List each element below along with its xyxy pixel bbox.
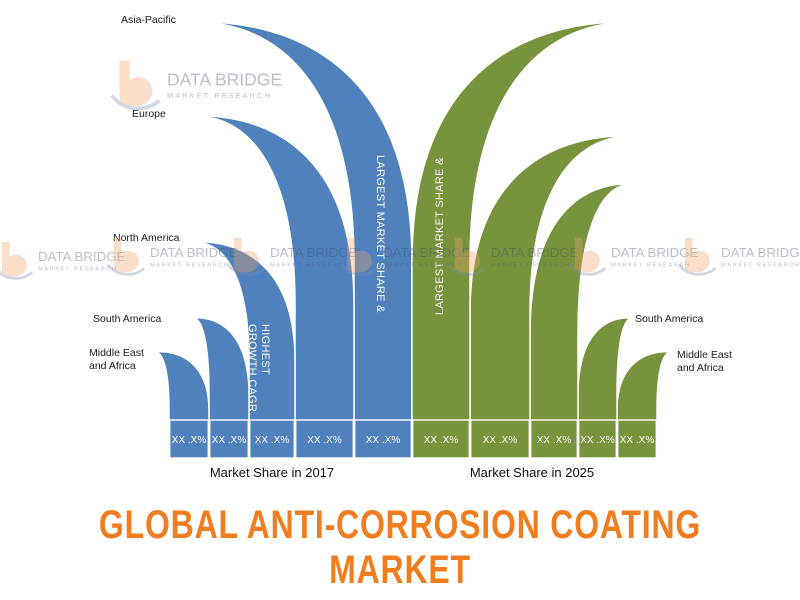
region-label-right-middle-east-and-africa: Middle East and Africa (677, 349, 732, 374)
annotation-2017-largest-share: LARGEST MARKET SHARE & (374, 155, 386, 313)
region-label-left-south-america: South America (93, 313, 161, 325)
leaf-2025-asia-pacific (411, 21, 633, 459)
value-label-2025-north-america: XX .X% (537, 435, 572, 446)
watermark-logo-6: DATA BRIDGE MARKET RESEARCH (448, 237, 579, 276)
svg-text:DATA BRIDGE: DATA BRIDGE (611, 245, 699, 260)
region-label-left-middle-east-and-africa: Middle East and Africa (89, 347, 144, 372)
leaf-2025-europe (469, 135, 633, 459)
annotation-2017-highest-growth: HIGHESTGROWTH CAGR (246, 324, 271, 412)
value-label-2025-europe: XX .X% (483, 435, 518, 446)
leaf-2017-asia-pacific (193, 21, 413, 459)
watermark-logo-3: DATA BRIDGE MARKET RESEARCH (107, 237, 238, 276)
value-label-2017-europe: XX .X% (307, 435, 342, 446)
region-label-right-south-america: South America (635, 313, 703, 325)
svg-text:DATA BRIDGE: DATA BRIDGE (150, 245, 238, 260)
svg-text:MARKET RESEARCH: MARKET RESEARCH (38, 266, 118, 272)
value-cell-2017-south-america (208, 419, 249, 459)
series-2025 (411, 21, 672, 459)
series-label-2017: Market Share in 2017 (210, 465, 334, 480)
value-label-2025-asia-pacific: XX .X% (424, 435, 459, 446)
svg-text:MARKET RESEARCH: MARKET RESEARCH (167, 91, 272, 100)
value-cell-2025-europe (470, 419, 531, 459)
value-cell-2025-south-america (578, 419, 618, 459)
svg-text:MARKET RESEARCH: MARKET RESEARCH (270, 262, 350, 268)
svg-text:DATA BRIDGE: DATA BRIDGE (270, 245, 358, 260)
region-label-left-north-america: North America (113, 232, 180, 244)
svg-text:DATA BRIDGE: DATA BRIDGE (491, 245, 579, 260)
region-label-left-asia-pacific: Asia-Pacific (121, 14, 176, 26)
svg-text:MARKET RESEARCH: MARKET RESEARCH (383, 262, 463, 268)
value-cell-2025-middle-east-and-africa (617, 419, 658, 459)
series-label-2025: Market Share in 2025 (470, 465, 594, 480)
svg-text:MARKET RESEARCH: MARKET RESEARCH (150, 262, 230, 268)
value-label-2025-south-america: XX .X% (580, 435, 615, 446)
svg-text:MARKET RESEARCH: MARKET RESEARCH (721, 262, 800, 268)
value-cell-2017-north-america (248, 419, 295, 459)
value-label-2017-south-america: XX .X% (212, 435, 247, 446)
value-label-2017-north-america: XX .X% (255, 435, 290, 446)
watermark-logo-2: DATA BRIDGE MARKET RESEARCH (0, 241, 126, 280)
value-cell-2025-north-america (530, 419, 579, 459)
annotation-2025-largest-share: LARGEST MARKET SHARE & (434, 157, 446, 315)
watermark-logo-8: DATA BRIDGE MARKET RESEARCH (678, 237, 800, 276)
value-label-2017-asia-pacific: XX .X% (366, 435, 401, 446)
svg-text:DATA BRIDGE: DATA BRIDGE (721, 245, 800, 260)
value-cell-2017-middle-east-and-africa (168, 419, 209, 459)
value-cell-2025-asia-pacific (412, 419, 471, 459)
watermark-logo-5: DATA BRIDGE MARKET RESEARCH (340, 237, 471, 276)
svg-text:DATA BRIDGE: DATA BRIDGE (38, 249, 126, 264)
value-cell-2017-europe (295, 419, 355, 459)
value-label-2025-middle-east-and-africa: XX .X% (620, 435, 655, 446)
value-label-2017-middle-east-and-africa: XX .X% (172, 435, 207, 446)
value-cell-2017-asia-pacific (354, 419, 413, 459)
svg-text:DATA BRIDGE: DATA BRIDGE (383, 245, 471, 260)
svg-text:MARKET RESEARCH: MARKET RESEARCH (611, 262, 691, 268)
leaf-2017-europe (193, 115, 355, 459)
region-label-left-europe: Europe (132, 108, 166, 120)
watermark-logo-4: DATA BRIDGE MARKET RESEARCH (227, 237, 358, 276)
svg-text:DATA BRIDGE: DATA BRIDGE (167, 70, 282, 90)
page-title: GLOBAL ANTI-CORROSION COATING MARKET (98, 503, 702, 592)
watermark-logo-7: DATA BRIDGE MARKET RESEARCH (568, 237, 699, 276)
leaf-2025-north-america (529, 183, 633, 459)
svg-text:MARKET RESEARCH: MARKET RESEARCH (491, 262, 571, 268)
leaf-2017-north-america (193, 241, 296, 459)
